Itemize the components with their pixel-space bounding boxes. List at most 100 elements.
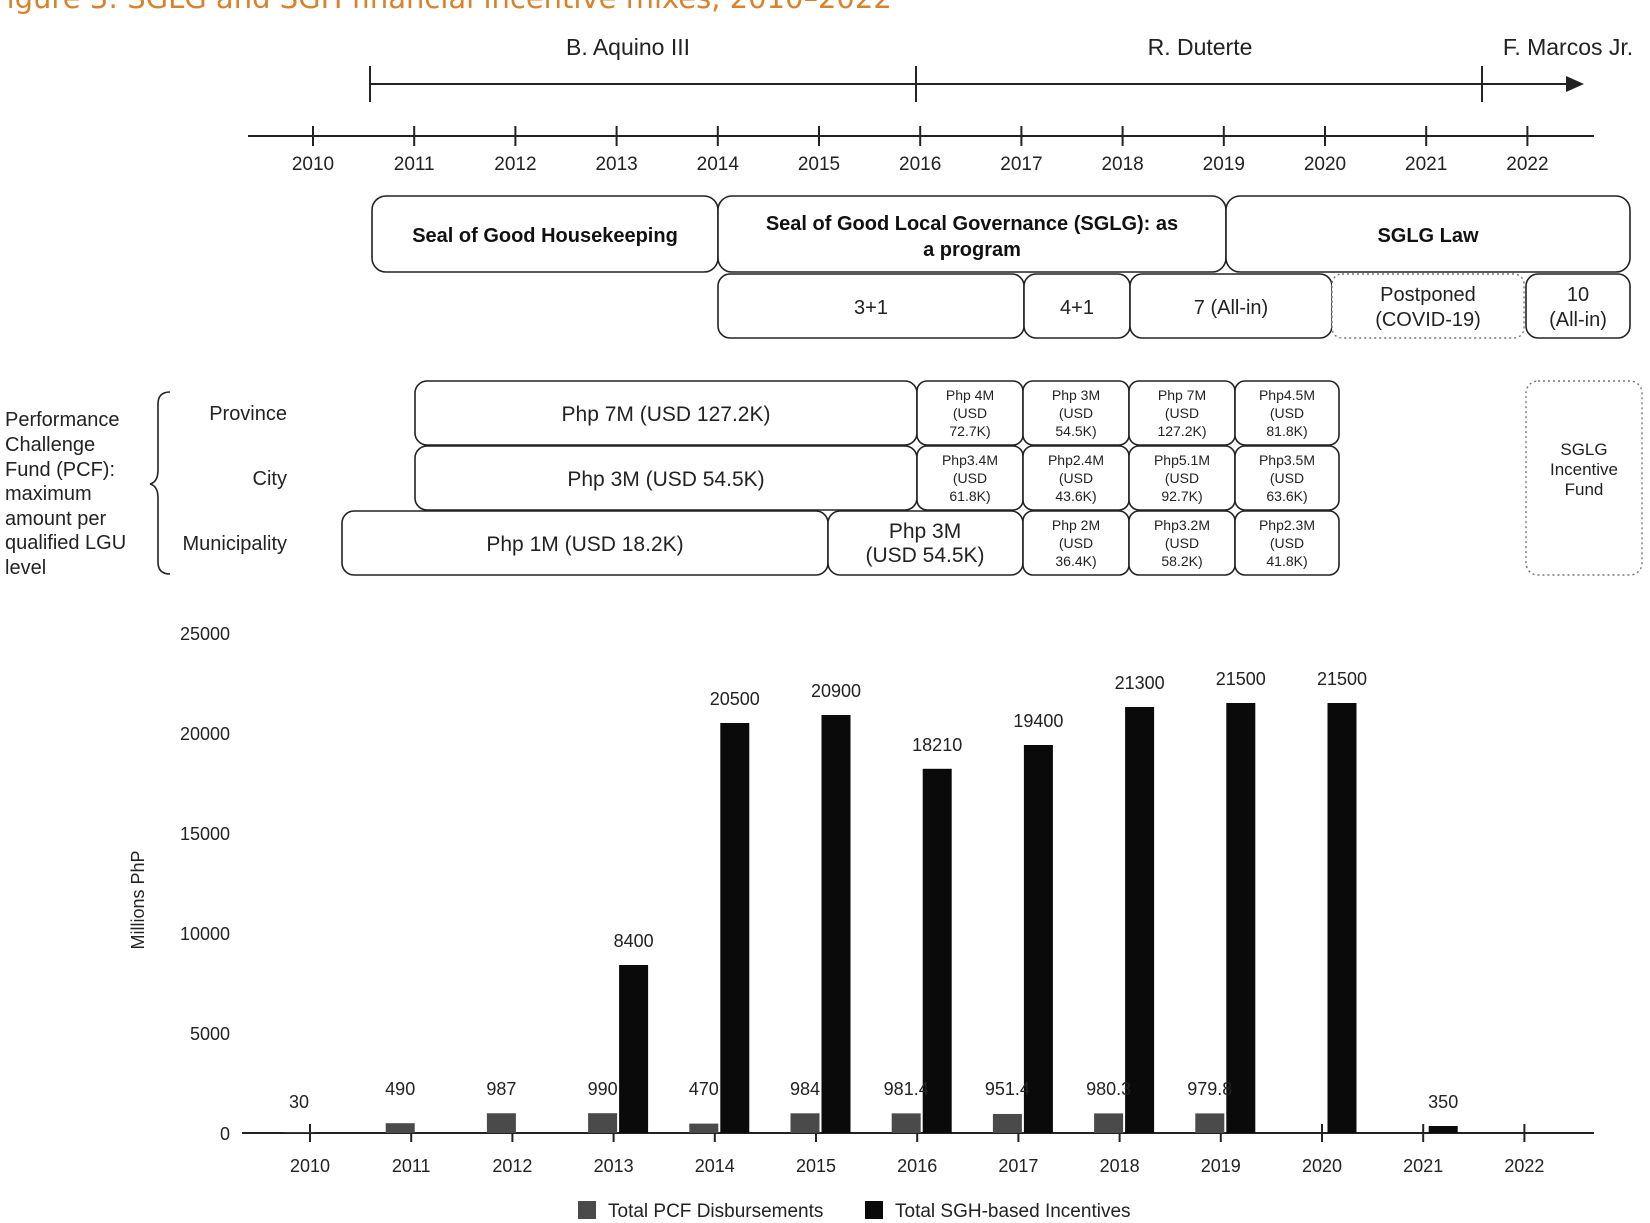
city-main-label: Php 3M (USD 54.5K)	[567, 468, 764, 491]
legend-label: Total PCF Disbursements	[608, 1201, 823, 1222]
bar-sgh-label: 19400	[1013, 711, 1063, 731]
x-tick-label: 2018	[1100, 1156, 1140, 1176]
bar-sgh-label: 8400	[614, 931, 654, 951]
year-tick-label: 2015	[798, 154, 840, 175]
bar-pcf-label: 981.4	[884, 1079, 929, 1099]
province-cell-2019-l2: (USD	[1270, 405, 1304, 421]
program-sglg-law-box	[1225, 195, 1631, 273]
city-cell-2019	[1234, 445, 1340, 511]
legend: Total PCF Disbursements Total SGH-based I…	[578, 1201, 1131, 1222]
y-tick-label: 5000	[190, 1024, 230, 1044]
bar-sgh-label: 21500	[1216, 669, 1266, 689]
x-tick-label: 2011	[392, 1156, 431, 1176]
legend-swatch	[578, 1201, 596, 1219]
bar-pcf	[1195, 1113, 1225, 1133]
program-sglg-label-line2: a program	[923, 239, 1021, 261]
city-cell-2017-l2: (USD	[1059, 470, 1093, 486]
y-axis-label: Millions PhP	[128, 850, 148, 949]
x-tick-label: 2020	[1302, 1156, 1342, 1176]
bar-sgh	[1327, 703, 1357, 1133]
city-cell-2016-l1: Php3.4M	[942, 452, 998, 468]
bar-pcf-label: 30	[289, 1092, 309, 1112]
bar-pcf	[486, 1113, 516, 1133]
bar-sgh-label: 350	[1428, 1092, 1458, 1112]
bar-pcf-label: 979.8	[1187, 1079, 1232, 1099]
x-tick-label: 2015	[796, 1156, 836, 1176]
pcf-side-label: Performance Challenge Fund (PCF): maximu…	[5, 391, 171, 579]
admin-arrow-head	[1566, 76, 1584, 92]
x-tick-label: 2022	[1504, 1156, 1544, 1176]
bar-pcf	[992, 1113, 1022, 1133]
pcf-province-row: Php 7M (USD 127.2K) Php 4M (USD 72.7K) P…	[414, 380, 1340, 446]
incentive-fund-box	[1525, 380, 1643, 576]
province-cell-2016-l2: (USD	[953, 405, 987, 421]
bar-sgh	[821, 715, 851, 1133]
program-sglg-label-line1: Seal of Good Local Governance (SGLG): as	[766, 213, 1178, 235]
city-cell-2016-l3: 61.8K)	[949, 488, 990, 504]
bar-chart: Millions PhP 0 5000 10000 15000 20000 25000 2…	[128, 624, 1594, 1222]
bar-pcf-label: 470	[689, 1079, 719, 1099]
municipality-second-line2: (USD 54.5K)	[865, 544, 984, 567]
x-tick-label: 2019	[1201, 1156, 1241, 1176]
year-tick-label: 2014	[697, 154, 740, 175]
x-tick-label: 2014	[695, 1156, 735, 1176]
municipality-cell-2018-l1: Php3.2M	[1154, 517, 1210, 533]
province-cell-2017-l2: (USD	[1059, 405, 1093, 421]
province-cell-2019-l3: 81.8K)	[1266, 423, 1307, 439]
y-ticks: 0 5000 10000 15000 20000 25000	[180, 624, 230, 1144]
municipality-cell-2017-l3: 36.4K)	[1055, 553, 1096, 569]
bar-sgh-label: 20500	[710, 689, 760, 709]
pcf-side-line: maximum	[5, 483, 92, 505]
bar-pcf	[891, 1113, 921, 1133]
admin-marcos: F. Marcos Jr.	[1503, 34, 1633, 60]
cycle-10-line2: (All-in)	[1549, 309, 1607, 331]
admin-duterte: R. Duterte	[1148, 34, 1253, 60]
incentive-fund-line1: SGLG	[1560, 440, 1607, 459]
municipality-cell-2019-l3: 41.8K)	[1266, 553, 1307, 569]
city-cell-2017-l1: Php2.4M	[1048, 452, 1104, 468]
municipality-cell-2018-l2: (USD	[1165, 535, 1199, 551]
cycle-3plus1-label: 3+1	[854, 297, 888, 319]
province-cell-2018-l2: (USD	[1165, 405, 1199, 421]
province-main-label: Php 7M (USD 127.2K)	[562, 403, 771, 426]
bar-pcf	[385, 1123, 415, 1133]
municipality-cell-2017-l1: Php 2M	[1052, 517, 1100, 533]
pcf-brace	[149, 391, 171, 575]
year-tick-label: 2020	[1304, 154, 1346, 175]
year-tick-label: 2011	[394, 154, 435, 175]
y-tick-label: 10000	[180, 924, 230, 944]
administration-timeline: B. Aquino III R. Duterte F. Marcos Jr.	[369, 34, 1633, 102]
municipality-second-line1: Php 3M	[889, 520, 961, 543]
y-tick-label: 0	[220, 1124, 230, 1144]
bar-sgh	[1023, 745, 1053, 1133]
pcf-side-line: amount per	[5, 508, 107, 530]
x-tick-label: 2021	[1403, 1156, 1443, 1176]
cycle-postponed-line1: Postponed	[1380, 284, 1476, 306]
province-cell-2018-l3: 127.2K)	[1157, 423, 1206, 439]
province-cell-2019-l1: Php4.5M	[1259, 387, 1315, 403]
year-tick-label: 2013	[595, 154, 637, 175]
bar-pcf-label: 984	[790, 1079, 820, 1099]
bar-sgh	[922, 768, 952, 1133]
city-cell-2018-l3: 92.7K)	[1161, 488, 1202, 504]
bar-sgh-label: 21500	[1317, 669, 1367, 689]
bar-sgh	[1125, 707, 1155, 1133]
program-row: Seal of Good Housekeeping Seal of Good L…	[371, 195, 1631, 273]
municipality-cell-2019-l2: (USD	[1270, 535, 1304, 551]
legend-label: Total SGH-based Incentives	[895, 1201, 1131, 1222]
province-cell-2017-l3: 54.5K)	[1055, 423, 1096, 439]
cycle-row: 3+1 4+1 7 (All-in) Postponed (COVID-19) …	[717, 273, 1631, 339]
bars	[284, 703, 1458, 1133]
city-cell-2019-l2: (USD	[1270, 470, 1304, 486]
province-cell-2016-l1: Php 4M	[946, 387, 994, 403]
year-tick-label: 2019	[1203, 154, 1245, 175]
x-tick-label: 2016	[897, 1156, 937, 1176]
bar-pcf-label: 980.3	[1086, 1079, 1131, 1099]
cycle-10-box	[1525, 273, 1631, 339]
year-tick-label: 2012	[494, 154, 536, 175]
province-cell-2017-l1: Php 3M	[1052, 387, 1100, 403]
year-tick-label: 2016	[899, 154, 941, 175]
bar-sgh	[1226, 703, 1256, 1133]
figure-title: Figure 3: SGLG and SGH financial incenti…	[0, 0, 892, 15]
municipality-cell-2018-l3: 58.2K)	[1161, 553, 1202, 569]
